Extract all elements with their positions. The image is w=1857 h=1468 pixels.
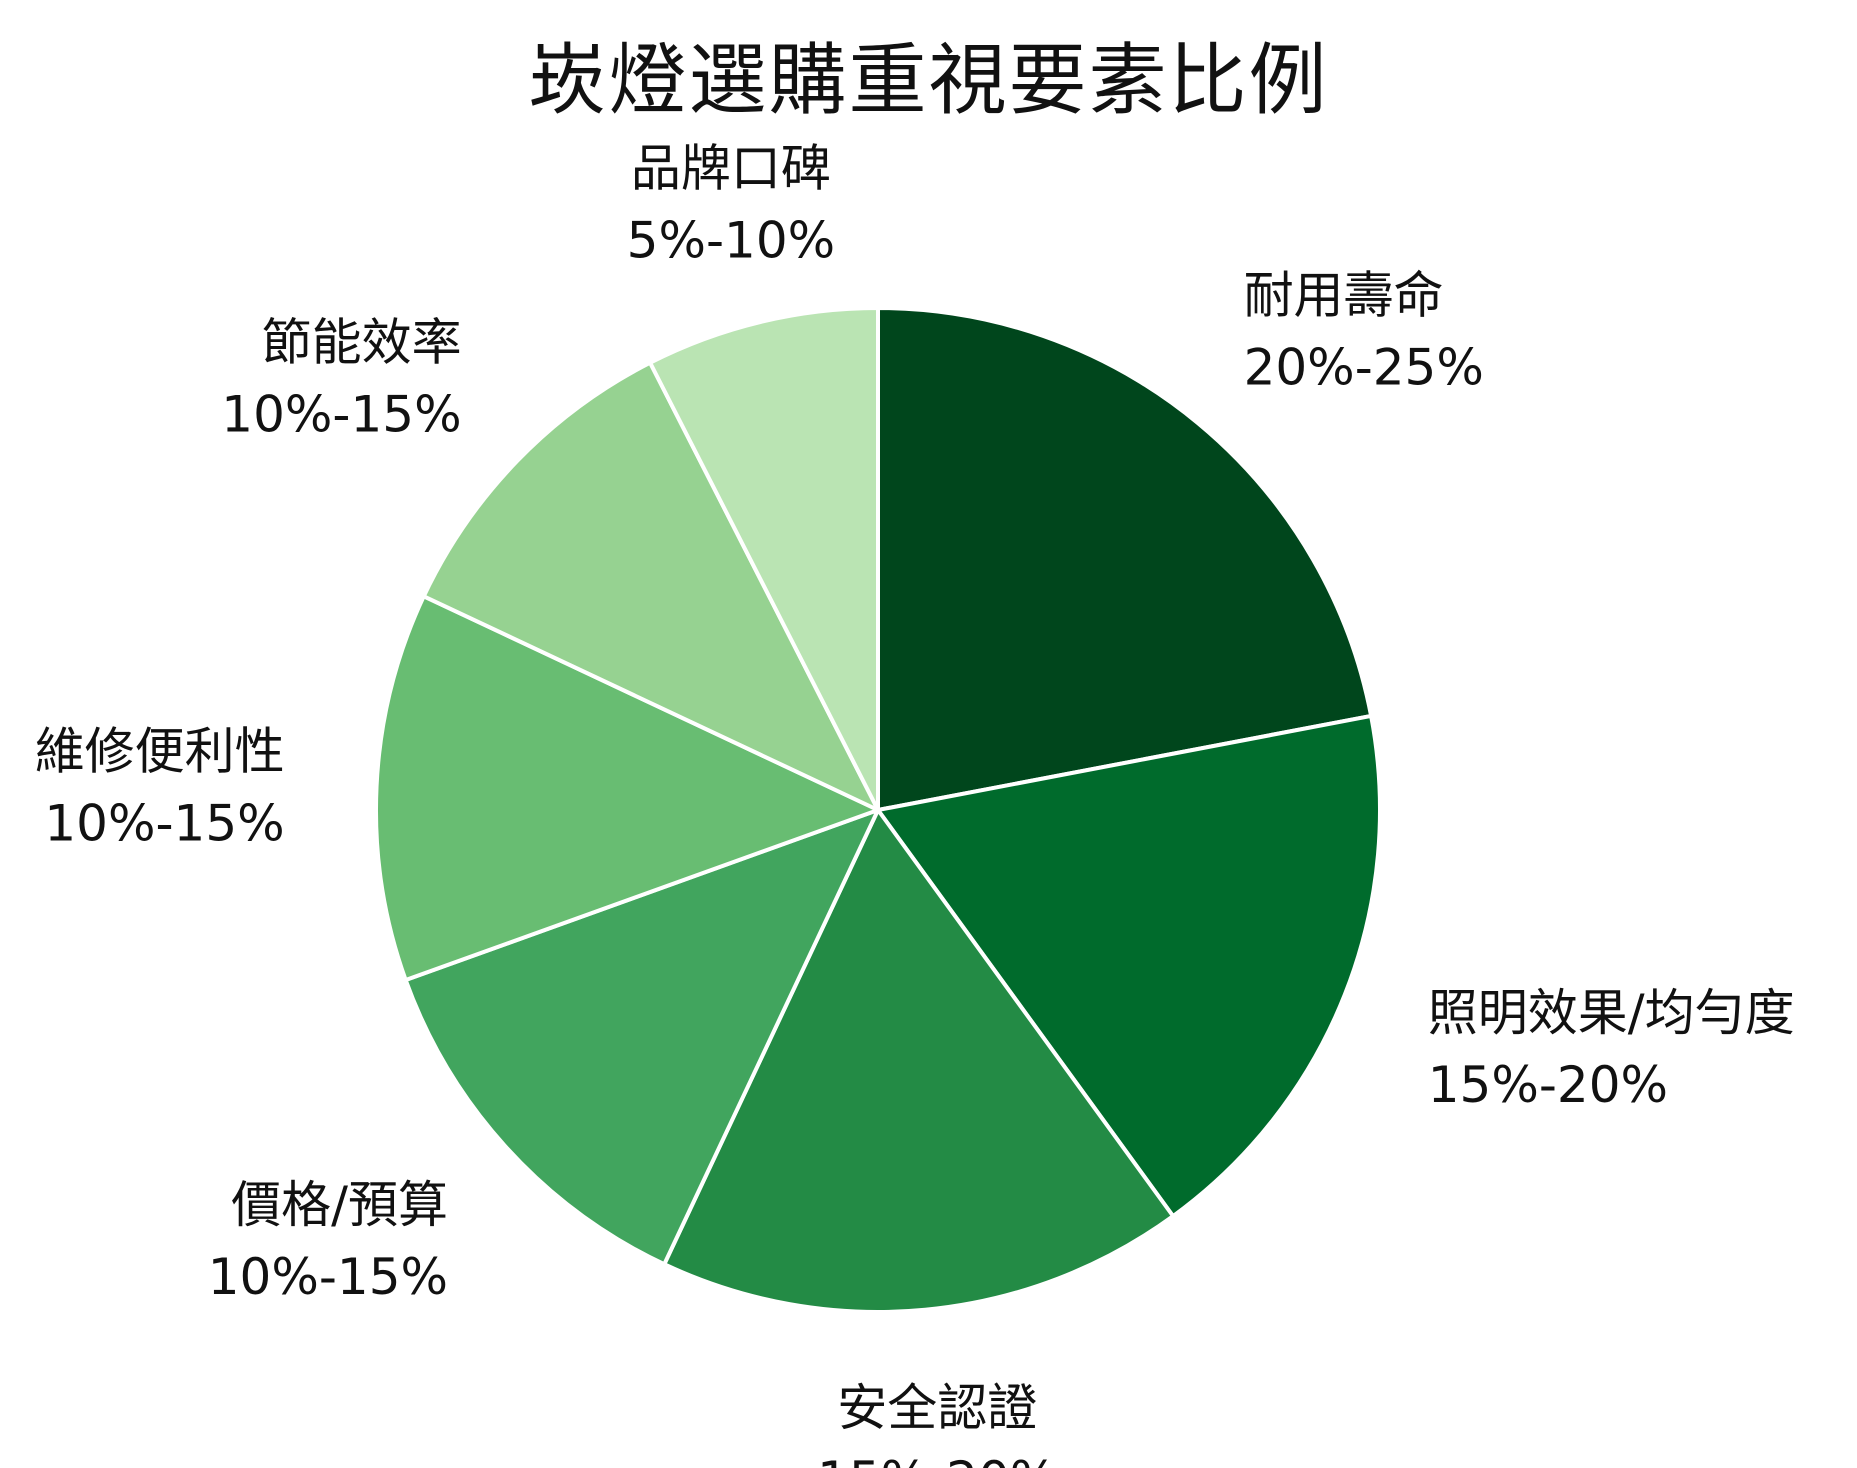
slice-value-label: 5%-10% <box>627 211 836 269</box>
slice-value-label: 10%-15% <box>208 1248 448 1306</box>
slice-value-label: 15%-20% <box>1428 1056 1668 1114</box>
slice-labels: 耐用壽命 20%-25% 照明效果/均勻度 15%-20% 安全認證 15%-20% 價格/… <box>35 139 1795 1468</box>
pie-slice <box>374 594 880 983</box>
chart-title: 崁燈選購重視要素比例 <box>528 36 1329 126</box>
slice-value-label: 20%-25% <box>1244 339 1484 397</box>
pie-slice <box>421 360 880 812</box>
slice-label: 安全認證 <box>837 1379 1037 1437</box>
slice-label: 價格/預算 <box>231 1176 448 1234</box>
slice-label: 耐用壽命 <box>1244 267 1444 325</box>
slice-label: 節能效率 <box>262 314 462 372</box>
slice-value-label: 10%-15% <box>44 794 284 852</box>
pie-slice <box>876 713 1382 1219</box>
slice-value-label: 15%-20% <box>817 1451 1057 1468</box>
slice-label: 照明效果/均勻度 <box>1428 984 1795 1042</box>
slice-label: 維修便利性 <box>35 722 285 780</box>
pie-slice <box>662 808 1176 1314</box>
slice-label: 品牌口碑 <box>631 139 831 197</box>
slice-value-label: 10%-15% <box>221 386 461 444</box>
pie-slice <box>876 306 1374 812</box>
pie-slices <box>374 306 1382 1314</box>
pie-slice <box>403 808 880 1267</box>
pie-slice <box>648 306 880 812</box>
